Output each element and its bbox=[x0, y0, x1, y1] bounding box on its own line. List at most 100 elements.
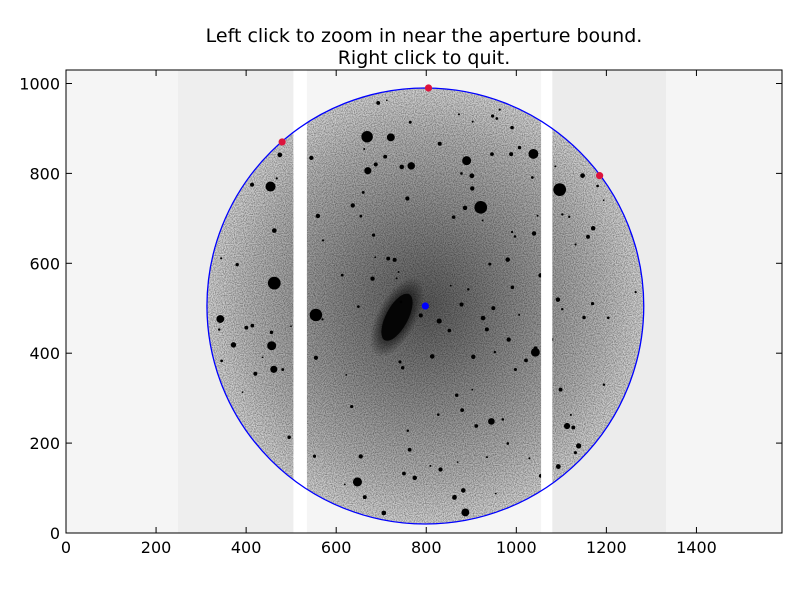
star bbox=[274, 287, 277, 290]
star bbox=[488, 418, 495, 425]
star bbox=[451, 215, 456, 219]
x-tick-label: 1200 bbox=[586, 538, 627, 557]
y-tick-label: 800 bbox=[29, 164, 60, 183]
star bbox=[370, 276, 375, 281]
star bbox=[244, 325, 249, 330]
boundary-point bbox=[424, 84, 433, 92]
star bbox=[582, 315, 586, 320]
x-tick-label: 1400 bbox=[676, 538, 717, 557]
star bbox=[407, 447, 412, 452]
star bbox=[412, 475, 417, 481]
star bbox=[510, 125, 514, 130]
star bbox=[362, 495, 367, 500]
center-marker bbox=[421, 302, 429, 310]
star bbox=[558, 387, 563, 392]
star bbox=[309, 308, 323, 322]
star bbox=[596, 184, 599, 188]
star bbox=[461, 508, 470, 517]
star bbox=[573, 451, 577, 455]
star bbox=[313, 355, 319, 360]
star bbox=[471, 120, 474, 123]
galaxy-core bbox=[381, 293, 413, 341]
star bbox=[602, 383, 606, 386]
star bbox=[576, 443, 582, 449]
star bbox=[561, 307, 564, 311]
boundary-point bbox=[596, 172, 604, 180]
star bbox=[494, 492, 497, 495]
star bbox=[634, 291, 637, 294]
star bbox=[253, 371, 258, 376]
star bbox=[230, 342, 237, 348]
title-line-2: Right click to quit. bbox=[338, 47, 511, 69]
star bbox=[480, 315, 486, 321]
star bbox=[406, 429, 410, 433]
star bbox=[383, 154, 388, 159]
star bbox=[460, 172, 463, 175]
star bbox=[399, 300, 403, 304]
star bbox=[281, 368, 285, 372]
star bbox=[350, 203, 355, 208]
star bbox=[571, 425, 576, 430]
star bbox=[590, 302, 595, 306]
star bbox=[361, 131, 373, 143]
star bbox=[381, 510, 387, 516]
star bbox=[274, 277, 278, 281]
star bbox=[261, 356, 264, 359]
star bbox=[361, 190, 365, 194]
x-tick-label: 1000 bbox=[496, 538, 537, 557]
star bbox=[488, 262, 492, 266]
star bbox=[462, 156, 472, 166]
star bbox=[271, 228, 277, 233]
star-field bbox=[216, 99, 637, 517]
star bbox=[437, 141, 442, 146]
boundary-points bbox=[278, 84, 604, 180]
star bbox=[321, 239, 325, 242]
star bbox=[459, 302, 464, 307]
star bbox=[437, 413, 440, 416]
star bbox=[363, 147, 366, 150]
star bbox=[364, 167, 372, 175]
aperture-overlay bbox=[206, 84, 645, 525]
star bbox=[530, 347, 540, 357]
star bbox=[553, 183, 567, 197]
star bbox=[471, 354, 476, 359]
x-axis: 0 200 400 600 800 1000 1200 1400 bbox=[61, 70, 717, 557]
star bbox=[531, 176, 534, 179]
star bbox=[352, 477, 362, 487]
star bbox=[580, 173, 585, 178]
star bbox=[495, 117, 499, 120]
star bbox=[555, 464, 561, 469]
y-axis: 0 200 400 600 800 1000 bbox=[19, 74, 782, 543]
star bbox=[528, 457, 531, 460]
star bbox=[555, 297, 561, 302]
star bbox=[408, 120, 412, 124]
star bbox=[513, 367, 517, 372]
image-plot[interactable] bbox=[66, 70, 782, 533]
star bbox=[536, 214, 539, 217]
star bbox=[568, 215, 571, 218]
star bbox=[484, 327, 489, 332]
x-tick-label: 400 bbox=[231, 538, 262, 557]
star bbox=[340, 273, 344, 277]
star bbox=[455, 393, 459, 397]
star bbox=[506, 442, 510, 445]
star bbox=[269, 330, 274, 335]
star bbox=[498, 108, 501, 111]
star bbox=[510, 285, 515, 290]
detector-gaps bbox=[293, 70, 553, 533]
star bbox=[554, 165, 557, 168]
y-tick-label: 400 bbox=[29, 344, 60, 363]
star bbox=[438, 467, 443, 472]
star bbox=[518, 313, 521, 316]
y-tick-label: 200 bbox=[29, 434, 60, 453]
star bbox=[343, 483, 346, 486]
star bbox=[563, 422, 571, 430]
star bbox=[270, 365, 278, 373]
detector-gap bbox=[541, 70, 553, 533]
star bbox=[218, 328, 221, 331]
star bbox=[397, 271, 400, 273]
star bbox=[506, 337, 511, 342]
star bbox=[467, 288, 470, 291]
star bbox=[449, 284, 452, 287]
